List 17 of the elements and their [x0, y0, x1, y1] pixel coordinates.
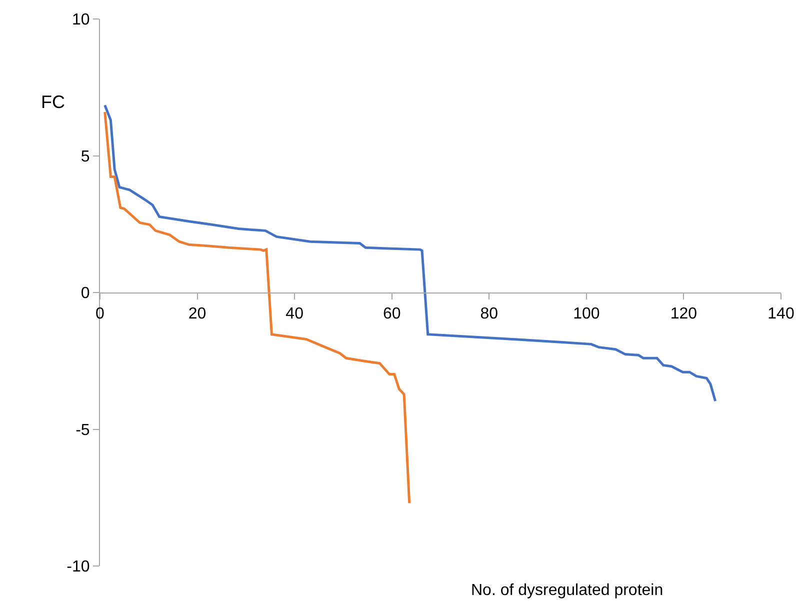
- x-tick-label: 80: [480, 306, 498, 323]
- y-axis-title: FC: [41, 92, 65, 112]
- y-tick-label: 0: [80, 285, 90, 302]
- line-series: [104, 104, 717, 402]
- y-tick-label: 10: [72, 12, 90, 29]
- x-tick-label: 60: [382, 306, 401, 323]
- x-tick-label: 100: [573, 306, 600, 323]
- x-tick-label: 40: [286, 306, 304, 323]
- x-tick-label: 140: [768, 306, 794, 323]
- y-tick-label: -10: [66, 558, 90, 576]
- x-axis-title: No. of dysregulated protein: [471, 582, 664, 599]
- y-tick-label: 5: [80, 148, 90, 166]
- y-tick-label: -5: [76, 422, 90, 439]
- x-tick-label: 0: [96, 306, 105, 323]
- x-tick-label: 120: [670, 306, 698, 323]
- line-series: [104, 110, 411, 504]
- x-tick-label: 20: [188, 306, 206, 323]
